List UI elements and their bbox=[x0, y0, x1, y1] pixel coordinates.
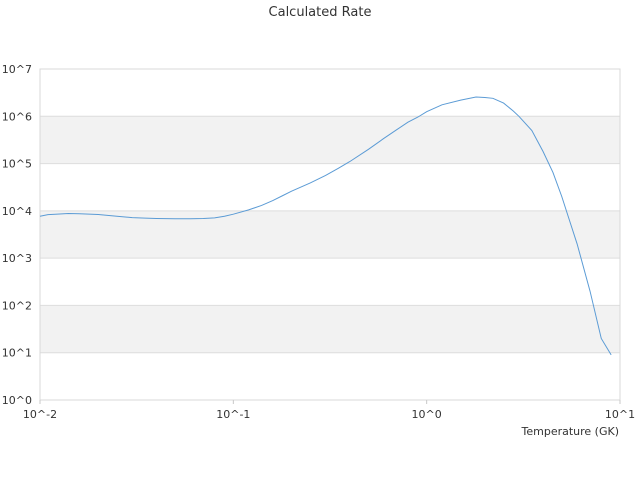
x-axis-ticks: 10^-2 10^-1 10^0 10^1 bbox=[23, 400, 635, 421]
y-tick-label: 10^6 bbox=[2, 110, 32, 123]
y-tick-label: 10^1 bbox=[2, 347, 32, 360]
grid-lines bbox=[40, 68, 620, 401]
y-tick-label: 10^4 bbox=[2, 205, 32, 218]
plot-band bbox=[40, 305, 620, 353]
y-tick-label: 10^0 bbox=[2, 394, 32, 407]
plot-band bbox=[40, 210, 620, 259]
plot-frame bbox=[39, 68, 621, 401]
plot-band bbox=[40, 116, 620, 164]
x-tick-label: 10^1 bbox=[605, 408, 635, 421]
y-tick-label: 10^5 bbox=[2, 158, 32, 171]
plot-bands bbox=[40, 116, 620, 353]
x-axis-label: Temperature (GK) bbox=[521, 425, 620, 438]
x-tick-label: 10^0 bbox=[412, 408, 442, 421]
chart-title: Calculated Rate bbox=[269, 5, 372, 20]
y-tick-label: 10^7 bbox=[2, 63, 32, 76]
y-tick-label: 10^3 bbox=[2, 252, 32, 265]
y-tick-label: 10^2 bbox=[2, 299, 32, 312]
x-tick-label: 10^-1 bbox=[216, 408, 250, 421]
y-axis-ticks: 10^0 10^1 10^2 10^3 10^4 10^5 10^6 10^7 bbox=[2, 63, 32, 407]
x-tick-label: 10^-2 bbox=[23, 408, 57, 421]
series-line bbox=[39, 96, 612, 356]
